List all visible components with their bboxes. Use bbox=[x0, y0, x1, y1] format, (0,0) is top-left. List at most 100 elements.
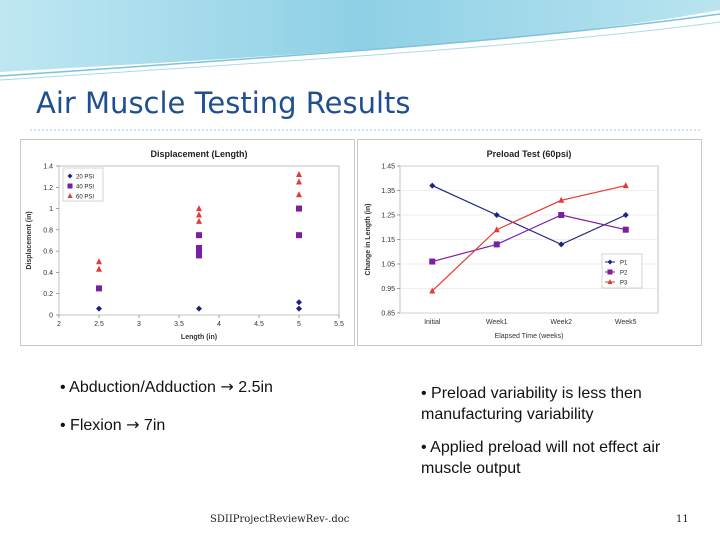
y-tick-label: 0.6 bbox=[43, 249, 53, 256]
y-tick-label: 1 bbox=[49, 206, 53, 213]
data-point-40-psi bbox=[196, 244, 202, 251]
legend-marker bbox=[607, 279, 613, 284]
x-tick-label: 4.5 bbox=[254, 321, 264, 328]
data-point-p2 bbox=[622, 226, 629, 233]
legend-label: P2 bbox=[620, 271, 628, 277]
data-point-40-psi bbox=[196, 248, 202, 255]
y-tick-label: 1.45 bbox=[381, 164, 395, 171]
bullet-abduction-text: • Abduction/Adduction bbox=[60, 379, 216, 396]
y-tick-label: 0.85 bbox=[381, 311, 395, 318]
data-point-p3 bbox=[622, 182, 629, 189]
chart-title: Displacement (Length) bbox=[150, 149, 247, 159]
x-tick-label: Week5 bbox=[615, 319, 637, 326]
data-point-p3 bbox=[493, 226, 500, 233]
data-point-60-psi bbox=[96, 265, 102, 272]
arrow-right-icon: → bbox=[126, 415, 140, 434]
data-point-60-psi bbox=[96, 258, 102, 265]
data-point-p1 bbox=[493, 212, 500, 218]
data-point-40-psi bbox=[196, 252, 202, 259]
data-point-40-psi bbox=[296, 205, 302, 212]
header-swoosh-line-2 bbox=[0, 21, 720, 81]
x-axis-label: Length (in) bbox=[181, 334, 217, 341]
data-point-20-psi bbox=[96, 305, 102, 312]
x-tick-label: 3.5 bbox=[174, 321, 184, 328]
y-tick-label: 1.25 bbox=[381, 213, 395, 220]
data-point-p1 bbox=[429, 182, 436, 189]
bullet-flexion: • Flexion → 7in bbox=[60, 414, 165, 436]
header-swoosh-line bbox=[0, 13, 720, 77]
data-point-20-psi bbox=[296, 305, 302, 312]
data-point-60-psi bbox=[296, 178, 302, 185]
data-point-p2 bbox=[429, 258, 436, 265]
preload-chart-svg: Preload Test (60psi) 0.85 0.95 1.05 1.15 1.25… bbox=[365, 149, 659, 340]
data-point-40-psi bbox=[196, 232, 202, 239]
chart-title: Preload Test (60psi) bbox=[487, 149, 572, 159]
legend-marker bbox=[67, 183, 73, 189]
data-point-60-psi bbox=[296, 191, 302, 198]
y-tick-label: 0.95 bbox=[381, 286, 395, 293]
data-point-p3 bbox=[429, 287, 436, 294]
bullet-abduction-value: 2.5in bbox=[233, 379, 273, 396]
data-point-p3 bbox=[558, 196, 565, 203]
page-number: 11 bbox=[676, 514, 689, 525]
data-point-40-psi bbox=[96, 285, 102, 292]
y-tick-label: 0.2 bbox=[43, 291, 53, 298]
y-tick-label: 0.4 bbox=[43, 270, 53, 277]
x-tick-label: 2.5 bbox=[94, 321, 104, 328]
arrow-right-icon: → bbox=[220, 377, 234, 396]
y-axis-label: Change in Length (in) bbox=[365, 204, 372, 276]
y-tick-label: 0.8 bbox=[43, 227, 53, 234]
series-line-p3 bbox=[431, 185, 626, 292]
series-line-p2 bbox=[432, 214, 626, 263]
legend-label: P1 bbox=[620, 261, 628, 267]
data-point-60-psi bbox=[196, 211, 202, 218]
data-point-p2 bbox=[493, 241, 500, 248]
header-swoosh bbox=[0, 0, 720, 72]
legend-marker bbox=[67, 193, 73, 198]
displacement-chart: Displacement (Length) 0 0.2 0.4 0.6 0.8 1 1.2 1.… bbox=[20, 139, 355, 346]
data-point-40-psi bbox=[296, 232, 302, 239]
data-point-60-psi bbox=[296, 171, 302, 178]
bullet-preload-variability: • Preload variability is less then manuf… bbox=[421, 385, 642, 423]
bullet-flexion-value: 7in bbox=[139, 417, 166, 434]
legend-marker bbox=[67, 173, 73, 179]
legend-label: 40 PSI bbox=[76, 185, 94, 191]
y-tick-label: 1.2 bbox=[43, 185, 53, 192]
legend-label: P3 bbox=[620, 281, 628, 287]
bullet-abduction: • Abduction/Adduction → 2.5in bbox=[60, 376, 273, 398]
bullet-applied-preload: • Applied preload will not effect air mu… bbox=[421, 439, 661, 477]
x-tick-label: Initial bbox=[424, 319, 441, 326]
x-tick-label: 4 bbox=[217, 321, 221, 328]
data-point-20-psi bbox=[196, 305, 202, 312]
data-point-p1 bbox=[558, 241, 565, 248]
data-point-p1 bbox=[622, 212, 629, 218]
legend-marker bbox=[607, 259, 613, 265]
legend-label: 20 PSI bbox=[76, 175, 94, 181]
y-tick-label: 1.4 bbox=[43, 164, 53, 171]
y-tick-label: 1.05 bbox=[381, 262, 395, 269]
x-tick-label: 2 bbox=[57, 321, 61, 328]
page-title: Air Muscle Testing Results bbox=[36, 86, 411, 120]
data-point-60-psi bbox=[196, 217, 202, 224]
y-axis-label: Displacement (in) bbox=[26, 211, 33, 269]
footer-filename: SDIIProjectReviewRev-.doc bbox=[210, 514, 350, 525]
x-tick-label: Week2 bbox=[550, 319, 572, 326]
x-tick-label: 5 bbox=[297, 321, 301, 328]
legend-marker bbox=[607, 269, 613, 275]
data-point-60-psi bbox=[196, 205, 202, 212]
bullet-flexion-text: • Flexion bbox=[60, 417, 122, 434]
y-tick-label: 0 bbox=[49, 313, 53, 320]
data-point-p2 bbox=[558, 212, 565, 218]
legend-label: 60 PSI bbox=[76, 195, 94, 201]
y-tick-label: 1.15 bbox=[381, 237, 395, 244]
preload-chart: Preload Test (60psi) 0.85 0.95 1.05 1.15 1.25… bbox=[357, 139, 702, 346]
displacement-chart-svg: Displacement (Length) 0 0.2 0.4 0.6 0.8 1 1.2 1.… bbox=[26, 149, 344, 341]
x-tick-label: Week1 bbox=[486, 319, 508, 326]
y-tick-label: 1.35 bbox=[381, 188, 395, 195]
x-tick-label: 3 bbox=[137, 321, 141, 328]
x-axis-label: Elapsed Time (weeks) bbox=[495, 333, 564, 340]
plot-area bbox=[58, 165, 340, 316]
x-tick-label: 5.5 bbox=[334, 321, 344, 328]
data-point-20-psi bbox=[296, 299, 302, 306]
